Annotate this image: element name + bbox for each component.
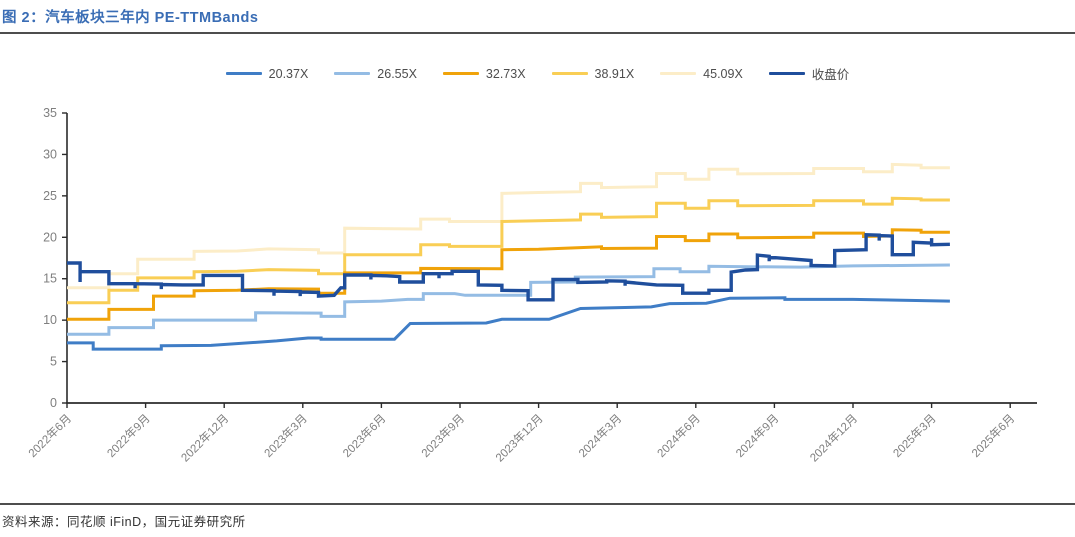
series-line-20.37x: [67, 296, 950, 351]
legend-label: 45.09X: [703, 66, 743, 81]
legend-item-32.73x: 32.73X: [442, 66, 526, 81]
x-axis-label: 2022年6月: [25, 411, 74, 460]
x-axis-label: 2024年12月: [807, 411, 860, 464]
legend-swatch: [551, 71, 588, 76]
x-axis-label: 2023年3月: [261, 411, 310, 460]
bottom-divider: [0, 503, 1075, 505]
x-axis-label: 2024年6月: [654, 411, 703, 460]
y-axis-label: 0: [50, 396, 57, 410]
x-axis-label: 2023年12月: [492, 411, 545, 464]
y-axis-label: 5: [50, 355, 57, 369]
legend-swatch: [442, 71, 479, 76]
source-note: 资料来源：同花顺 iFinD，国元证券研究所: [2, 515, 246, 529]
series-line-26.55x: [67, 263, 950, 336]
x-axis-label: 2024年3月: [576, 411, 625, 460]
top-divider: [0, 32, 1075, 34]
series-line-38.91x: [67, 196, 950, 305]
legend-item-26.55x: 26.55X: [334, 67, 417, 81]
legend-item-收盘价: 收盘价: [768, 64, 850, 83]
y-axis-label: 20: [43, 230, 57, 244]
legend-swatch: [768, 71, 805, 76]
figure-title: 图 2：汽车板块三年内 PE-TTMBands: [2, 10, 259, 26]
y-axis-label: 15: [43, 272, 57, 286]
y-axis-label: 35: [43, 106, 57, 120]
y-axis-label: 30: [43, 147, 57, 161]
y-axis-label: 25: [43, 189, 57, 203]
legend-swatch: [334, 71, 371, 76]
x-axis-label: 2025年3月: [890, 411, 939, 460]
legend-label: 32.73X: [485, 66, 526, 81]
legend-swatch: [660, 71, 697, 76]
legend-swatch: [225, 71, 262, 76]
x-axis-label: 2025年6月: [969, 411, 1018, 460]
series-line-32.73x: [67, 228, 950, 321]
series-line-45.09x: [67, 162, 950, 290]
x-axis-label: 2022年12月: [178, 411, 231, 464]
legend-label: 38.91X: [594, 66, 635, 81]
legend-label: 收盘价: [811, 68, 850, 82]
legend-label: 20.37X: [268, 66, 309, 81]
series-line-收盘价: [67, 233, 950, 302]
legend-item-38.91x: 38.91X: [551, 66, 635, 81]
y-axis-label: 10: [43, 313, 57, 327]
x-axis-label: 2024年9月: [733, 411, 782, 460]
legend-item-45.09x: 45.09X: [660, 67, 743, 81]
legend-label: 26.55X: [377, 66, 417, 81]
chart-legend: 20.37X 26.55X 32.73X 38.91X 45.09X 收盘价: [0, 64, 1075, 83]
x-axis-label: 2022年9月: [104, 411, 153, 460]
x-axis-label: 2023年6月: [340, 411, 389, 460]
x-axis-label: 2023年9月: [418, 411, 467, 460]
legend-item-20.37x: 20.37X: [225, 66, 309, 81]
